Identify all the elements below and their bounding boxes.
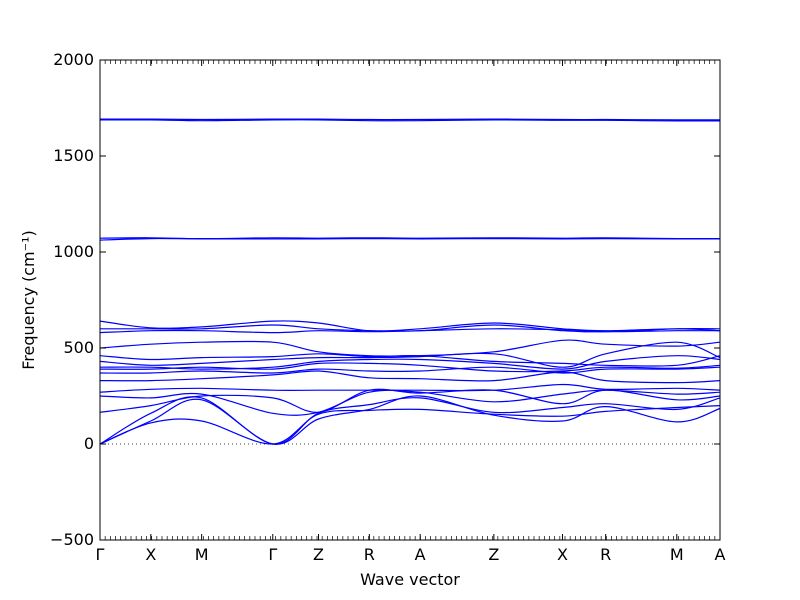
y-tick-label-4: 1500 — [53, 146, 94, 165]
x-tick-label-6: A — [415, 545, 426, 564]
x-tick-label-10: M — [670, 545, 684, 564]
minor-ticks — [99, 60, 721, 540]
band-line-5 — [99, 383, 721, 393]
band-line-17 — [99, 237, 721, 240]
x-axis-label: Wave vector — [360, 570, 460, 589]
plot-frame — [99, 59, 721, 541]
band-lines — [99, 118, 721, 445]
band-line-12 — [99, 339, 721, 357]
x-tick-label-3: Γ — [268, 545, 277, 564]
x-tick-label-1: X — [145, 545, 156, 564]
band-line-8 — [99, 362, 721, 373]
y-tick-label-2: 500 — [63, 338, 94, 357]
x-tick-label-8: X — [557, 545, 568, 564]
band-line-9 — [99, 355, 721, 370]
band-line-6 — [99, 370, 721, 384]
x-tick-label-2: M — [195, 545, 209, 564]
x-tick-label-7: Z — [488, 545, 499, 564]
band-line-2 — [99, 405, 721, 445]
y-tick-label-3: 1000 — [53, 242, 94, 261]
y-tick-label-1: 0 — [84, 434, 94, 453]
x-tick-label-5: R — [364, 545, 375, 564]
band-line-1 — [99, 395, 721, 445]
band-line-18 — [99, 119, 721, 122]
band-line-10 — [99, 341, 721, 368]
band-line-19 — [99, 118, 721, 121]
x-tick-label-11: A — [715, 545, 726, 564]
x-tick-label-0: Γ — [96, 545, 105, 564]
x-tick-label-9: R — [600, 545, 611, 564]
band-line-7 — [99, 366, 721, 374]
band-line-14 — [99, 324, 721, 333]
plot-background — [100, 60, 720, 540]
band-line-15 — [99, 320, 721, 332]
y-tick-label-0: −500 — [50, 530, 94, 549]
band-line-0 — [99, 396, 721, 445]
y-tick-label-5: 2000 — [53, 50, 94, 69]
y-axis-label: Frequency (cm⁻¹) — [19, 230, 38, 369]
x-tick-label-4: Z — [313, 545, 324, 564]
